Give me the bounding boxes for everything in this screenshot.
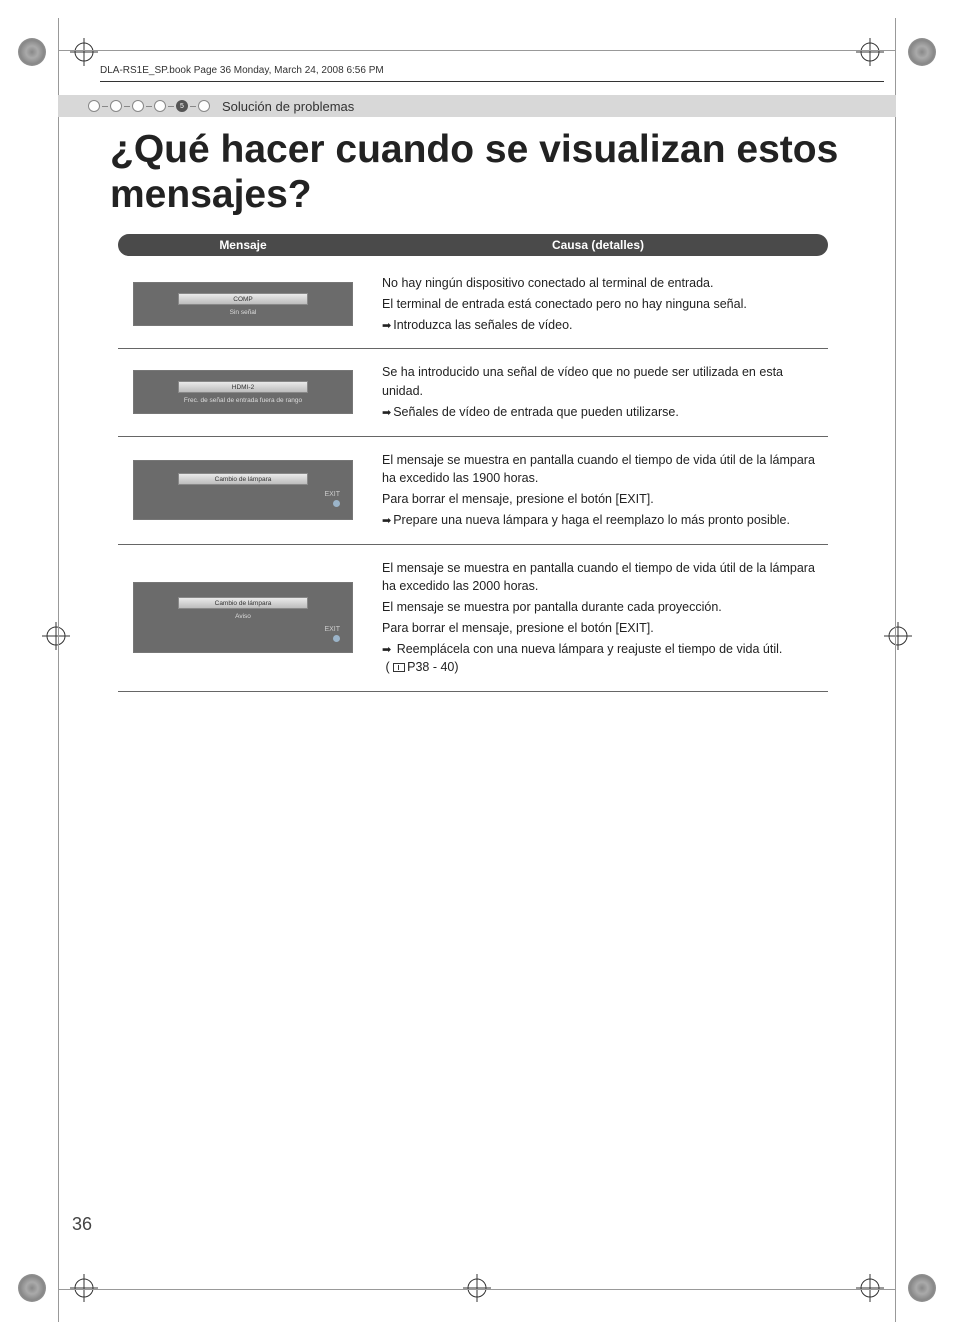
page-title: ¿Qué hacer cuando se visualizan estos me…	[110, 128, 844, 218]
projector-message-box: Cambio de lámpara Aviso EXIT	[133, 582, 353, 653]
page-ref: P38 - 40)	[407, 660, 458, 674]
cause-action-text: Reemplácela con una nueva lámpara y reaj…	[397, 642, 783, 656]
print-corner-mark	[18, 38, 46, 66]
projector-message-box: COMP Sin señal	[133, 282, 353, 326]
message-cell: COMP Sin señal	[118, 268, 368, 340]
cause-line: No hay ningún dispositivo conectado al t…	[382, 274, 820, 293]
section-bar: 5 Solución de problemas	[58, 95, 896, 117]
crop-mark	[895, 18, 896, 50]
cause-line: El mensaje se muestra en pantalla cuando…	[382, 451, 820, 489]
cause-cell: No hay ningún dispositivo conectado al t…	[368, 268, 828, 340]
table-header-row: Mensaje Causa (detalles)	[118, 234, 828, 256]
cause-line: El terminal de entrada está conectado pe…	[382, 295, 820, 314]
cause-action: Reemplácela con una nueva lámpara y reaj…	[382, 640, 820, 678]
message-cell: HDMI-2 Frec. de señal de entrada fuera d…	[118, 357, 368, 427]
cause-line: El mensaje se muestra por pantalla duran…	[382, 598, 820, 617]
message-bar: Cambio de lámpara	[178, 597, 308, 609]
page-number: 36	[72, 1214, 92, 1235]
table-row: Cambio de lámpara Aviso EXIT El mensaje …	[118, 545, 828, 693]
message-bar: HDMI-2	[178, 381, 308, 393]
troubleshooting-table: Mensaje Causa (detalles) COMP Sin señal …	[118, 234, 828, 692]
cause-cell: El mensaje se muestra en pantalla cuando…	[368, 553, 828, 684]
section-label: Solución de problemas	[222, 99, 354, 114]
page-ref-icon	[393, 663, 405, 672]
running-header: DLA-RS1E_SP.book Page 36 Monday, March 2…	[100, 60, 884, 82]
message-bar: COMP	[178, 293, 308, 305]
cause-action: Introduzca las señales de vídeo.	[382, 316, 820, 335]
section-chain-icon: 5	[88, 100, 210, 112]
cause-cell: El mensaje se muestra en pantalla cuando…	[368, 445, 828, 536]
section-number-badge: 5	[176, 100, 188, 112]
print-corner-mark	[18, 1274, 46, 1302]
table-row: HDMI-2 Frec. de señal de entrada fuera d…	[118, 349, 828, 436]
crop-mark	[895, 1290, 896, 1322]
table-row: Cambio de lámpara EXIT El mensaje se mue…	[118, 437, 828, 545]
cause-action: Prepare una nueva lámpara y haga el reem…	[382, 511, 820, 530]
message-subtext: Aviso	[134, 613, 352, 620]
projector-message-box: Cambio de lámpara EXIT	[133, 460, 353, 520]
message-indicator-dot	[333, 635, 340, 642]
print-corner-mark	[908, 1274, 936, 1302]
print-corner-mark	[908, 38, 936, 66]
cause-line: Para borrar el mensaje, presione el botó…	[382, 619, 820, 638]
message-exit-label: EXIT	[134, 626, 352, 633]
cause-line: Para borrar el mensaje, presione el botó…	[382, 490, 820, 509]
message-cell: Cambio de lámpara EXIT	[118, 445, 368, 536]
message-cell: Cambio de lámpara Aviso EXIT	[118, 553, 368, 684]
cause-line: Se ha introducido una señal de vídeo que…	[382, 363, 820, 401]
running-header-text: DLA-RS1E_SP.book Page 36 Monday, March 2…	[100, 65, 384, 76]
message-subtext: Frec. de señal de entrada fuera de rango	[134, 397, 352, 404]
cause-cell: Se ha introducido una señal de vídeo que…	[368, 357, 828, 427]
crop-mark	[58, 1290, 59, 1322]
cause-action: Señales de vídeo de entrada que pueden u…	[382, 403, 820, 422]
table-header-cause: Causa (detalles)	[368, 234, 828, 256]
message-indicator-dot	[333, 500, 340, 507]
cause-line: El mensaje se muestra en pantalla cuando…	[382, 559, 820, 597]
table-header-message: Mensaje	[118, 234, 368, 256]
message-subtext: Sin señal	[134, 309, 352, 316]
message-bar: Cambio de lámpara	[178, 473, 308, 485]
message-exit-label: EXIT	[134, 491, 352, 498]
table-row: COMP Sin señal No hay ningún dispositivo…	[118, 260, 828, 349]
projector-message-box: HDMI-2 Frec. de señal de entrada fuera d…	[133, 370, 353, 414]
crop-mark	[58, 18, 59, 50]
